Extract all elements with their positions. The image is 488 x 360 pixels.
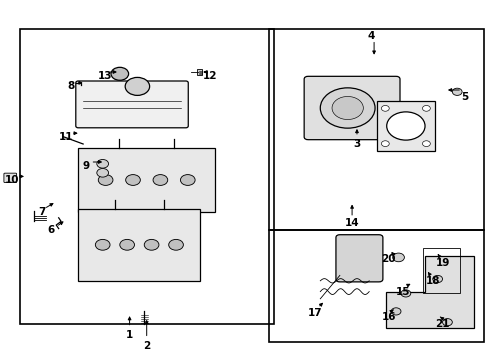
Text: 21: 21 (434, 319, 449, 329)
Circle shape (95, 239, 110, 250)
Circle shape (125, 175, 140, 185)
Circle shape (120, 239, 134, 250)
Text: 5: 5 (460, 92, 467, 102)
FancyBboxPatch shape (4, 173, 17, 183)
Text: 16: 16 (381, 312, 395, 322)
Bar (376, 101, 434, 151)
Circle shape (97, 168, 108, 177)
Circle shape (392, 253, 404, 262)
Circle shape (153, 175, 167, 185)
Text: 7: 7 (38, 207, 45, 217)
Bar (268, 230, 483, 342)
Circle shape (168, 239, 183, 250)
Circle shape (432, 275, 442, 283)
Circle shape (386, 112, 424, 140)
Circle shape (381, 141, 388, 147)
Bar (20, 29, 273, 324)
Bar (268, 29, 483, 230)
Text: 18: 18 (425, 276, 439, 286)
Bar (78, 209, 200, 281)
Text: 20: 20 (381, 254, 395, 264)
Circle shape (390, 308, 400, 315)
FancyBboxPatch shape (335, 235, 382, 282)
Text: 17: 17 (307, 308, 322, 318)
Text: 2: 2 (143, 341, 150, 351)
Bar (422, 248, 459, 293)
Text: 19: 19 (434, 258, 449, 268)
Circle shape (111, 67, 128, 80)
Bar (196, 69, 202, 75)
Circle shape (400, 290, 410, 297)
FancyBboxPatch shape (76, 81, 188, 128)
Bar (78, 148, 215, 212)
FancyBboxPatch shape (304, 76, 399, 140)
Circle shape (98, 175, 113, 185)
Text: 9: 9 (82, 161, 89, 171)
Circle shape (451, 88, 461, 95)
Circle shape (331, 96, 363, 120)
Circle shape (144, 239, 159, 250)
Text: 8: 8 (67, 81, 74, 91)
Text: 4: 4 (367, 31, 375, 41)
Circle shape (422, 105, 429, 111)
Text: 15: 15 (395, 287, 410, 297)
Text: 1: 1 (126, 330, 133, 340)
Text: 13: 13 (98, 71, 112, 81)
Text: 6: 6 (48, 225, 55, 235)
Text: 3: 3 (353, 139, 360, 149)
Text: 12: 12 (203, 71, 217, 81)
Circle shape (381, 105, 388, 111)
Circle shape (422, 141, 429, 147)
Circle shape (125, 77, 149, 95)
Text: 11: 11 (59, 132, 73, 142)
Polygon shape (386, 256, 473, 328)
Text: 10: 10 (5, 175, 20, 185)
Circle shape (180, 175, 195, 185)
Circle shape (442, 319, 451, 326)
Text: 14: 14 (344, 218, 359, 228)
Circle shape (97, 159, 108, 168)
Circle shape (320, 88, 374, 128)
